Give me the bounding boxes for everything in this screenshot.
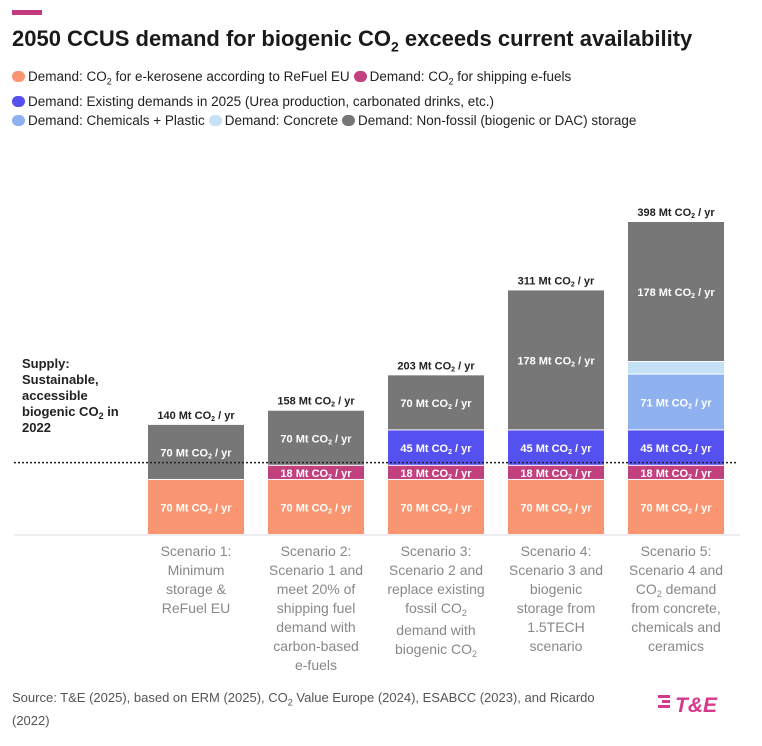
category-label-4: Scenario 4: Scenario 3 and biogenic storage… bbox=[509, 543, 603, 654]
segment-label-shipping-2: 18 Mt CO2 / yr bbox=[280, 468, 352, 481]
accent-bar bbox=[12, 10, 42, 15]
bar-segment-shipping-2 bbox=[268, 465, 364, 479]
total-label-1: 140 Mt CO2 / yr bbox=[157, 410, 235, 423]
legend-swatch-existing bbox=[12, 95, 25, 107]
bar-segment-existing-3 bbox=[388, 430, 484, 465]
segment-label-kerosene-3: 70 Mt CO2 / yr bbox=[400, 502, 472, 515]
category-label-3: Scenario 3: Scenario 2 and replace existin… bbox=[387, 543, 484, 659]
source-note: Source: T&E (2025), based on ERM (2025),… bbox=[12, 690, 595, 728]
bar-segment-concrete-5 bbox=[628, 361, 724, 374]
bar-segment-storage-2 bbox=[268, 410, 364, 465]
segment-label-kerosene-1: 70 Mt CO2 / yr bbox=[160, 502, 232, 515]
bar-segment-chemicals-5 bbox=[628, 374, 724, 430]
bar-segment-kerosene-1 bbox=[148, 479, 244, 534]
legend-swatch-kerosene bbox=[12, 71, 25, 82]
bar-segment-kerosene-2 bbox=[268, 479, 364, 534]
category-label-2: Scenario 2: Scenario 1 and meet 20% of ship… bbox=[269, 543, 363, 673]
segment-label-kerosene-2: 70 Mt CO2 / yr bbox=[280, 502, 352, 515]
segment-label-kerosene-5: 70 Mt CO2 / yr bbox=[640, 502, 712, 515]
chart-title: 2050 CCUS demand for biogenic CO2 exceed… bbox=[12, 26, 693, 55]
bar-segment-storage-1 bbox=[148, 424, 244, 479]
legend-swatch-shipping bbox=[353, 71, 367, 82]
legend-swatch-chemicals bbox=[12, 114, 25, 126]
segment-label-kerosene-4: 70 Mt CO2 / yr bbox=[520, 502, 592, 515]
segment-label-shipping-4: 18 Mt CO2 / yr bbox=[520, 468, 592, 481]
bar-segment-shipping-5 bbox=[628, 465, 724, 479]
segment-label-chemicals-5: 71 Mt CO2 / yr bbox=[640, 397, 712, 410]
bar-segment-kerosene-5 bbox=[628, 479, 724, 534]
total-label-4: 311 Mt CO2 / yr bbox=[518, 275, 595, 288]
legend-item-kerosene: Demand: CO2 for e-kerosene according to … bbox=[12, 67, 350, 92]
bar-segment-existing-5 bbox=[628, 430, 724, 465]
legend-swatch-storage bbox=[342, 114, 356, 126]
legend-item-existing: Demand: Existing demands in 2025 (Urea p… bbox=[12, 92, 494, 111]
bar-segment-kerosene-4 bbox=[508, 479, 604, 534]
stacked-bar-chart: 70 Mt CO2 / yr 70 Mt CO2 / yr 140 Mt CO2 /… bbox=[14, 207, 740, 673]
segment-label-storage-3: 70 Mt CO2 / yr bbox=[400, 398, 472, 411]
total-label-2: 158 Mt CO2 / yr bbox=[277, 396, 355, 409]
bar-segment-existing-4 bbox=[508, 430, 604, 465]
total-label-3: 203 Mt CO2 / yr bbox=[397, 360, 475, 373]
te-logo: T&E bbox=[658, 693, 717, 718]
segment-label-storage-4: 178 Mt CO2 / yr bbox=[517, 355, 595, 368]
segment-label-shipping-3: 18 Mt CO2 / yr bbox=[400, 468, 472, 481]
legend-item-shipping: Demand: CO2 for shipping e-fuels bbox=[353, 67, 571, 92]
supply-label: Supply: Sustainable, accessible biogenic CO… bbox=[22, 356, 119, 435]
bar-segment-storage-3 bbox=[388, 375, 484, 430]
bar-segment-storage-4 bbox=[508, 290, 604, 430]
segment-label-shipping-5: 18 Mt CO2 / yr bbox=[640, 468, 712, 481]
segment-label-existing-3: 45 Mt CO2 / yr bbox=[400, 443, 472, 456]
segment-label-storage-2: 70 Mt CO2 / yr bbox=[280, 433, 352, 446]
segment-label-storage-1: 70 Mt CO2 / yr bbox=[160, 447, 232, 460]
legend: Demand: CO2 for e-kerosene according to … bbox=[12, 67, 752, 130]
category-label-1: Scenario 1: Minimum storage & ReFuel EU bbox=[161, 543, 232, 616]
segment-label-storage-5: 178 Mt CO2 / yr bbox=[637, 287, 715, 300]
legend-item-concrete: Demand: Concrete bbox=[208, 111, 338, 130]
legend-item-chemicals: Demand: Chemicals + Plastic bbox=[12, 111, 205, 130]
bar-segment-storage-5 bbox=[628, 222, 724, 361]
legend-item-storage: Demand: Non-fossil (biogenic or DAC) sto… bbox=[342, 111, 636, 130]
segment-label-existing-4: 45 Mt CO2 / yr bbox=[520, 443, 592, 456]
logo-bars-icon bbox=[658, 693, 672, 710]
bar-segment-kerosene-3 bbox=[388, 479, 484, 534]
bar-segment-shipping-4 bbox=[508, 465, 604, 479]
legend-swatch-concrete bbox=[208, 114, 222, 126]
total-label-5: 398 Mt CO2 / yr bbox=[637, 207, 715, 220]
category-label-5: Scenario 5: Scenario 4 and CO2 demand from … bbox=[629, 543, 723, 654]
bar-segment-shipping-3 bbox=[388, 465, 484, 479]
segment-label-existing-5: 45 Mt CO2 / yr bbox=[640, 443, 712, 456]
